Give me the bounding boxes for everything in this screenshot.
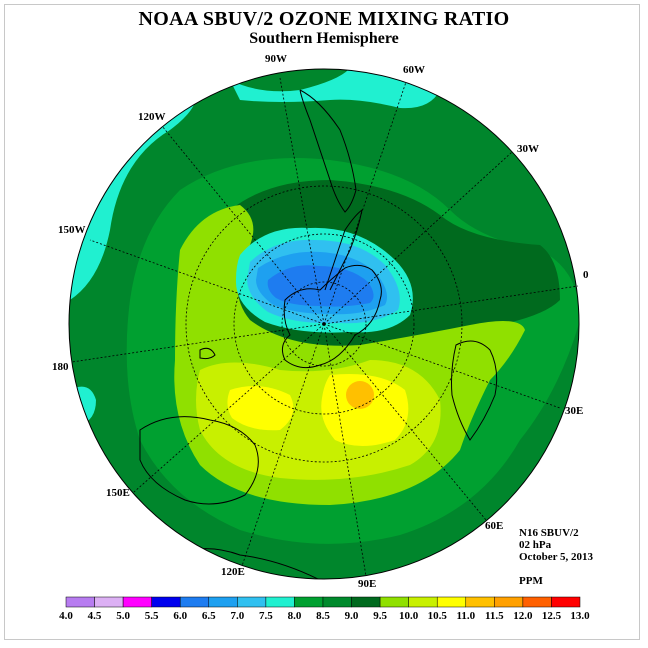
colorbar: 4.0 4.5 5.0 5.5 6.0 6.5 7.0 7.5 8.0 8.5 9.0 9.5 10.0… [59,596,590,622]
colorbar-tick-label: 12.0 [513,610,533,622]
colorbar-tick-label: 11.5 [485,610,504,622]
colorbar-swatch [265,596,295,608]
antarctic-peninsula [324,208,363,291]
colorbar-swatch [65,596,95,608]
label-120w: 120W [138,111,166,123]
colorbar-swatch [94,596,124,608]
meridian-180 [71,323,325,363]
colorbar-swatch [522,596,552,608]
meridian-150w [89,239,325,325]
colorbar-tick-label: 4.5 [88,610,102,622]
colorbar-tick-label: 8.0 [288,610,302,622]
colorbar-tick-label: 6.0 [173,610,187,622]
colorbar-swatch [208,596,238,608]
colorbar-swatch [465,596,495,608]
colorbar-swatch [351,596,381,608]
label-60w: 60W [403,64,425,76]
colorbar-tick-label: 7.0 [230,610,244,622]
meridian-120e [241,323,325,567]
colorbar-tick-label: 8.5 [316,610,330,622]
ozone-field [69,69,579,579]
graticule [71,77,579,577]
label-150e: 150E [106,487,130,499]
label-90e: 90E [358,578,376,590]
field-cyan-north [230,69,440,109]
colorbar-tick-label: 11.0 [456,610,475,622]
label-0: 0 [583,269,589,281]
new-zealand-coast [199,347,216,360]
colorbar-swatch [179,596,210,608]
coastlines [139,89,498,579]
field-6-0 [267,265,374,307]
plot-frame [4,4,640,640]
meridian-90e [323,323,367,577]
colorbar-swatch [237,596,267,608]
meridian-120w [161,125,325,325]
colorbar-swatch [379,596,409,608]
colorbar-tick-label: 12.5 [542,610,562,622]
map-border [68,68,580,580]
south-america-coast [299,89,357,213]
colorbar-swatch [436,596,467,608]
meridian-0 [323,285,579,325]
colorbar-tick-label: 9.0 [345,610,359,622]
label-90w: 90W [265,53,287,65]
colorbar-tick-label: 7.5 [259,610,273,622]
meridian-90w [279,77,325,325]
label-180: 180 [52,361,69,373]
colorbar-tick-label: 6.5 [202,610,216,622]
lat-circle-45 [185,185,463,463]
colorbar-swatch [408,596,438,608]
colorbar-tick-label: 9.5 [373,610,387,622]
level-label: 02 hPa [519,539,552,551]
map-subtitle: Southern Hemisphere [249,30,399,47]
label-60e: 60E [485,520,503,532]
colorbar-swatch [122,596,152,608]
label-30w: 30W [517,143,539,155]
units-label: PPM [519,575,543,587]
colorbar-swatch [322,596,352,608]
lat-circle-75 [281,281,367,367]
label-150w: 150W [58,224,86,236]
lat-circle-60 [233,233,415,415]
map-title: NOAA SBUV/2 OZONE MIXING RATIO [138,8,510,30]
meridian-30e [323,323,561,409]
colorbar-swatch [551,596,581,608]
colorbar-tick-label: 5.0 [116,610,130,622]
colorbar-swatch [151,596,181,608]
date-label: October 5, 2013 [519,551,594,563]
colorbar-tick-label: 4.0 [59,610,73,622]
colorbar-swatch [494,596,524,608]
colorbar-tick-label: 13.0 [570,610,590,622]
field-10-5-west [227,386,294,431]
antarctica-coast [281,264,382,369]
label-30e: 30E [565,405,583,417]
field-10-5-east [321,374,409,446]
australia-coast [139,416,259,505]
label-120e: 120E [221,566,245,578]
instrument-label: N16 SBUV/2 [519,527,579,539]
africa-coast [451,340,498,441]
colorbar-swatch [294,596,324,608]
colorbar-tick-label: 10.5 [428,610,448,622]
colorbar-tick-label: 10.0 [399,610,419,622]
meridian-60w [323,81,407,325]
meridian-30w [323,151,513,325]
colorbar-tick-label: 5.5 [145,610,159,622]
field-11-0 [346,381,374,409]
